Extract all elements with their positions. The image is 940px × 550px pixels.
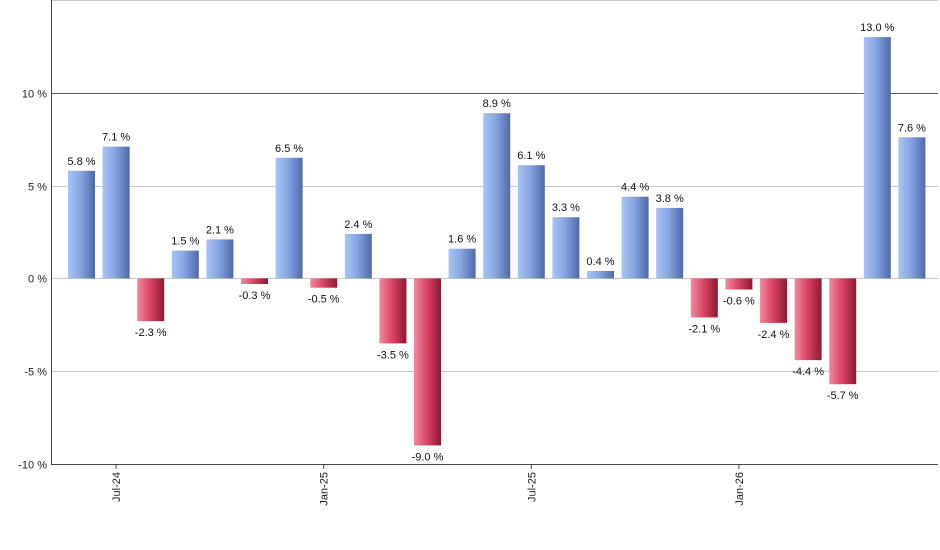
bar-value-label: 3.3 % <box>552 202 580 214</box>
bar-positive <box>656 207 684 279</box>
bar-negative <box>725 278 753 290</box>
bar-value-label: -5.7 % <box>827 390 859 402</box>
bar-negative <box>310 278 338 288</box>
bar-negative <box>760 278 787 323</box>
x-tick-label: Jan-26 <box>734 472 746 506</box>
bar-value-label: 8.9 % <box>483 98 511 110</box>
bar-value-label: 5.8 % <box>67 156 95 168</box>
bar-value-label: 0.4 % <box>586 256 614 268</box>
bar-value-label: -0.6 % <box>723 296 755 308</box>
bar-value-label: 6.1 % <box>517 150 545 162</box>
bar-value-label: 7.6 % <box>898 122 926 134</box>
bar-positive <box>102 146 130 279</box>
bar-value-label: -4.4 % <box>792 366 824 378</box>
bar-positive <box>68 170 95 279</box>
bar-value-label: 13.0 % <box>860 22 894 34</box>
bar-value-label: 2.4 % <box>344 219 372 231</box>
y-tick-label: -5 % <box>24 367 47 379</box>
axis-layer: -10 % -5 % 0 % 5 % 10 % Jul-24 Jan-25 Jul-25 Jan… <box>18 0 938 506</box>
y-tick-label: 10 % <box>22 89 47 101</box>
x-tick-label: Jul-25 <box>526 472 538 502</box>
bar-positive <box>517 165 545 279</box>
bar-value-label: -2.1 % <box>688 323 720 335</box>
y-tick-label: 0 % <box>28 274 47 286</box>
bar-value-label: -9.0 % <box>412 451 444 463</box>
bar-value-label: -2.3 % <box>135 327 167 339</box>
bar-positive <box>448 248 476 279</box>
bar-positive <box>587 271 614 279</box>
bar-negative <box>414 278 441 446</box>
labels-layer: 5.8 % 7.1 % -2.3 % 1.5 % 2.1 % -0.3 % 6.5 % -0.… <box>67 22 926 463</box>
bar-positive <box>552 217 580 279</box>
bar-positive <box>275 157 303 279</box>
bar-negative <box>241 278 268 284</box>
bar-value-label: 7.1 % <box>102 132 130 144</box>
bar-positive <box>898 137 926 279</box>
y-tick-label: 5 % <box>28 182 47 194</box>
bar-value-label: -0.5 % <box>308 294 340 306</box>
bar-value-label: 3.8 % <box>656 193 684 205</box>
bar-value-label: -0.3 % <box>239 290 271 302</box>
bar-negative <box>379 278 407 344</box>
bar-value-label: -2.4 % <box>758 329 790 341</box>
bar-positive <box>621 196 649 279</box>
bar-positive <box>344 233 372 279</box>
bars-layer <box>68 37 926 446</box>
bar-negative <box>690 278 718 318</box>
bar-negative <box>829 278 857 385</box>
bar-positive <box>206 239 234 279</box>
bar-value-label: 4.4 % <box>621 182 649 194</box>
bar-value-label: 1.5 % <box>171 236 199 248</box>
bar-negative <box>137 278 165 322</box>
bar-value-label: 6.5 % <box>275 143 303 155</box>
bar-positive <box>863 37 891 279</box>
x-tick-label: Jan-25 <box>319 472 331 506</box>
bar-negative <box>794 278 822 361</box>
y-tick-label: -10 % <box>18 460 47 472</box>
bar-positive <box>171 250 199 279</box>
bar-value-label: 2.1 % <box>206 224 234 236</box>
x-tick-label: Jul-24 <box>111 472 123 502</box>
bar-value-label: 1.6 % <box>448 234 476 246</box>
bar-positive <box>483 113 511 279</box>
bar-value-label: -3.5 % <box>377 349 409 361</box>
